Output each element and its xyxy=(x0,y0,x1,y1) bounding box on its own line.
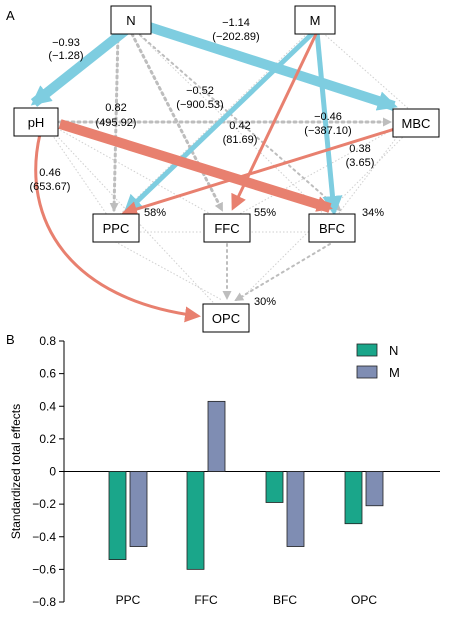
y-tick-label: 0.8 xyxy=(39,334,56,348)
r2-ppc: 58% xyxy=(144,207,166,219)
node-ffc: FFC xyxy=(203,213,251,243)
r2-bfc: 34% xyxy=(362,207,384,219)
bar-m-opc xyxy=(365,471,384,507)
node-box xyxy=(392,108,440,138)
bar-m-ppc xyxy=(129,471,148,547)
coef-label: −0.52 xyxy=(186,85,214,97)
node-box xyxy=(203,213,251,243)
y-tick-label: −0.2 xyxy=(32,497,56,511)
minor-path xyxy=(111,25,316,223)
coef-label: 0.38 xyxy=(349,143,370,155)
path-m-ppc xyxy=(123,30,316,215)
coef-value: (495.92) xyxy=(96,117,137,129)
path-mbc-ppc xyxy=(121,126,399,217)
coefficient-labels: −0.93 (−1.28) −1.14 (−202.89) 0.82 (495.… xyxy=(30,17,375,193)
y-axis-title: Standardized total effects xyxy=(9,404,23,539)
coef-value: (653.67) xyxy=(30,181,71,193)
bar-n-ppc xyxy=(108,471,127,560)
path-ph-bfc xyxy=(58,119,333,213)
bar-m-bfc xyxy=(286,471,305,547)
r2-opc: 30% xyxy=(254,296,276,308)
coef-value: (3.65) xyxy=(346,157,375,169)
legend-label-m: M xyxy=(389,365,400,380)
coef-label: −0.93 xyxy=(52,37,80,49)
bar-m-ffc xyxy=(207,400,226,472)
bar-chart: 0.8 0.6 0.4 0.2 0 −0.2 −0.4 −0.6 −0.8 Standardize… xyxy=(9,334,440,609)
y-tick-label: 0.4 xyxy=(39,399,56,413)
coef-label: 0.42 xyxy=(229,120,250,132)
category-label: BFC xyxy=(273,593,297,607)
y-tick-label: −0.6 xyxy=(32,562,56,576)
node-ph: pH xyxy=(13,107,59,137)
path-n-bfc xyxy=(139,34,342,212)
node-label: PPC xyxy=(103,221,130,236)
path-m-ffc xyxy=(231,33,318,211)
node-label: N xyxy=(126,13,135,28)
path-n-ppc xyxy=(109,32,120,212)
node-label: OPC xyxy=(212,311,240,326)
minor-path xyxy=(129,25,333,223)
node-label: FFC xyxy=(214,221,239,236)
path-n-ph xyxy=(30,26,130,107)
coef-label: −1.14 xyxy=(222,17,250,29)
coef-label: 0.82 xyxy=(105,102,126,114)
coef-value: (−202.89) xyxy=(212,31,259,43)
positive-paths xyxy=(34,33,399,323)
category-label: PPC xyxy=(116,593,141,607)
legend-swatch-m xyxy=(356,365,378,379)
node-opc: OPC xyxy=(202,303,250,333)
node-label: M xyxy=(310,13,321,28)
node-box xyxy=(202,303,250,333)
coef-value: (−1.28) xyxy=(48,50,83,62)
nonsig-paths xyxy=(58,32,392,302)
bar-n-ffc xyxy=(186,471,205,570)
coef-value: (−900.53) xyxy=(176,99,223,111)
coef-label: 0.46 xyxy=(39,167,60,179)
path-n-mbc xyxy=(138,19,398,111)
node-box xyxy=(308,213,356,243)
node-n: N xyxy=(110,5,152,35)
bar-n-bfc xyxy=(265,471,284,503)
node-ppc: PPC xyxy=(92,213,140,243)
node-mbc: MBC xyxy=(392,108,440,138)
path-m-bfc xyxy=(314,31,343,216)
node-box xyxy=(92,213,140,243)
y-tick-label: −0.4 xyxy=(32,530,56,544)
y-tick-label: −0.8 xyxy=(32,595,56,609)
panel-b-label: B xyxy=(6,332,15,347)
node-label: BFC xyxy=(319,221,345,236)
node-bfc: BFC xyxy=(308,213,356,243)
panel-a-label: A xyxy=(6,8,15,23)
node-box xyxy=(13,107,59,137)
node-m: M xyxy=(294,5,336,35)
node-label: MBC xyxy=(402,116,431,131)
r2-ffc: 55% xyxy=(254,207,276,219)
coef-label: −0.46 xyxy=(314,111,342,123)
category-label: OPC xyxy=(351,593,377,607)
y-tick-label: 0.6 xyxy=(39,367,56,381)
legend-label-n: N xyxy=(389,343,398,358)
legend-swatch-n xyxy=(356,343,378,357)
path-ph-opc xyxy=(34,133,201,323)
node-label: pH xyxy=(28,115,45,130)
node-box xyxy=(110,5,152,35)
negative-paths xyxy=(30,19,398,216)
node-box xyxy=(294,5,336,35)
minor-path xyxy=(111,239,223,301)
coef-value: (−387.10) xyxy=(304,125,351,137)
y-tick-label: 0 xyxy=(49,465,56,479)
path-bfc-opc xyxy=(234,243,331,302)
minor-path xyxy=(224,119,411,223)
bar-n-opc xyxy=(344,471,363,525)
y-tick-label: 0.2 xyxy=(39,432,56,446)
category-label: FFC xyxy=(194,593,218,607)
coef-value: (81.69) xyxy=(223,134,258,146)
